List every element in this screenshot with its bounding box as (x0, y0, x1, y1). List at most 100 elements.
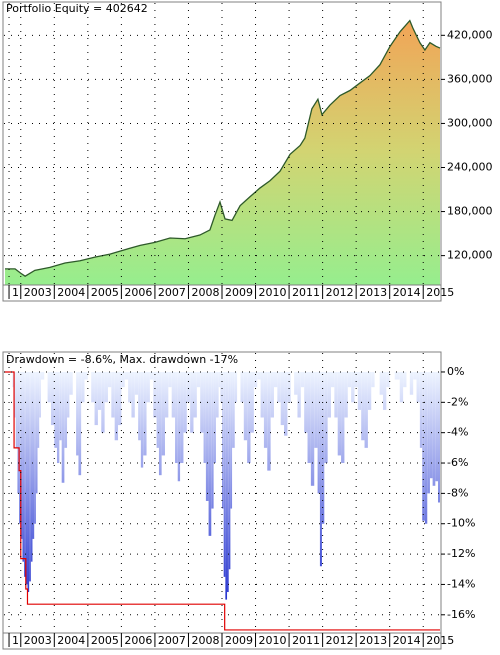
axis-layer: 0% -2% -4% -6% -8% -10% -12% -14% -16% 1 2003 2004 2… (3, 353, 475, 647)
drawdown-bar (118, 371, 122, 426)
drawdown-bar (435, 371, 438, 482)
drawdown-bar (347, 371, 352, 388)
drawdown-bar (81, 371, 85, 403)
drawdown-bar (205, 371, 209, 501)
drawdown-bar (22, 371, 25, 562)
drawdown-bar (419, 371, 423, 448)
drawdown-bar (317, 371, 320, 494)
drawdown-bar (76, 371, 79, 456)
drawdown-bar (218, 371, 221, 388)
drawdown-bar (232, 371, 235, 448)
drawdown-bar (114, 371, 119, 441)
drawdown-bar (175, 371, 178, 464)
drawdown-bar (128, 371, 132, 403)
y-tick-label: 120,000 (447, 249, 493, 262)
drawdown-bar (29, 371, 31, 582)
x-tick-label: 2014 (393, 286, 421, 299)
drawdown-bar (156, 371, 159, 448)
drawdown-bar (357, 371, 362, 410)
drawdown-bar (432, 371, 436, 486)
drawdown-bar (40, 371, 45, 380)
y-tick-label: 180,000 (447, 205, 493, 218)
drawdown-bar (220, 371, 222, 403)
drawdown-bar (32, 371, 35, 539)
drawdown-bar (25, 371, 28, 585)
drawdown-bar (78, 371, 82, 476)
x-tick-label: 2008 (191, 286, 219, 299)
drawdown-bar (211, 371, 214, 509)
drawdown-bar (234, 371, 238, 403)
drawdown-bar (409, 371, 414, 395)
drawdown-bar (257, 371, 261, 380)
drawdown-bar (324, 371, 328, 464)
drawdown-bar (12, 371, 15, 388)
x-tick-label: 2009 (225, 286, 253, 299)
drawdown-bar (399, 371, 404, 403)
drawdown-bar (138, 371, 141, 441)
x-tick-label: 2011 (292, 634, 320, 647)
drawdown-bar (190, 371, 194, 433)
y-tick-label: -4% (447, 426, 468, 439)
drawdown-bar (215, 371, 219, 418)
drawdown-bar (240, 371, 244, 403)
drawdown-bar (321, 371, 325, 524)
chart-title: Portfolio Equity = 402642 (6, 2, 148, 15)
drawdown-bar (361, 371, 365, 441)
x-tick-label: 2005 (91, 286, 119, 299)
y-tick-label: -16% (447, 608, 475, 621)
drawdown-bar (124, 371, 129, 380)
drawdown-bar (287, 371, 291, 403)
chart-title: Drawdown = -8.6%, Max. drawdown -17% (6, 353, 238, 366)
drawdown-bar (260, 371, 264, 418)
drawdown-bar (14, 371, 16, 418)
drawdown-bar (69, 371, 73, 395)
drawdown-bar (327, 371, 331, 418)
x-tick-label: 2007 (158, 634, 186, 647)
axis-layer: 120,000 180,000 240,000 300,000 360,000 420,0… (3, 3, 493, 299)
x-tick-label: 2004 (57, 286, 85, 299)
drawdown-bar (351, 371, 355, 403)
x-tick-label: 2014 (393, 634, 421, 647)
drawdown-bar (140, 371, 144, 468)
drawdown-bar (146, 371, 150, 403)
drawdown-bar (34, 371, 36, 524)
x-tick-label: 2006 (124, 286, 152, 299)
drawdown-bar (131, 371, 135, 418)
drawdown-bar (15, 371, 18, 448)
drawdown-bar (253, 371, 258, 388)
x-tick-label: 2008 (191, 634, 219, 647)
drawdown-bar (203, 371, 206, 464)
drawdown-bar (334, 371, 338, 418)
drawdown-bar (424, 371, 428, 524)
drawdown-bar (247, 371, 251, 464)
y-tick-label: 240,000 (447, 161, 493, 174)
drawdown-bar (319, 371, 322, 567)
drawdown-bar (168, 371, 172, 388)
drawdown-bar (104, 371, 108, 403)
drawdown-bar (39, 371, 41, 418)
drawdown-bar (64, 371, 68, 448)
drawdown-bar (171, 371, 176, 418)
plot-layer (5, 19, 441, 285)
drawdown-bar (294, 371, 298, 395)
drawdown-bar (354, 371, 358, 388)
drawdown-bar (35, 371, 38, 494)
drawdown-bar (273, 371, 278, 388)
drawdown-bar (84, 371, 88, 380)
drawdown-bar (213, 371, 216, 464)
x-tick-label: 1 (12, 634, 19, 647)
drawdown-bar (331, 371, 335, 388)
x-tick-label: 2005 (91, 634, 119, 647)
drawdown-bar (134, 371, 139, 395)
drawdown-bar (19, 371, 21, 524)
drawdown-bar (267, 371, 271, 471)
equity-line (5, 19, 441, 277)
drawdown-bar (263, 371, 268, 448)
drawdown-bar (300, 371, 305, 388)
drawdown-bar (97, 371, 102, 410)
x-tick-label: 2007 (158, 286, 186, 299)
drawdown-bar (270, 371, 274, 418)
drawdown-bar (280, 371, 285, 426)
drawdown-bar (344, 371, 348, 418)
